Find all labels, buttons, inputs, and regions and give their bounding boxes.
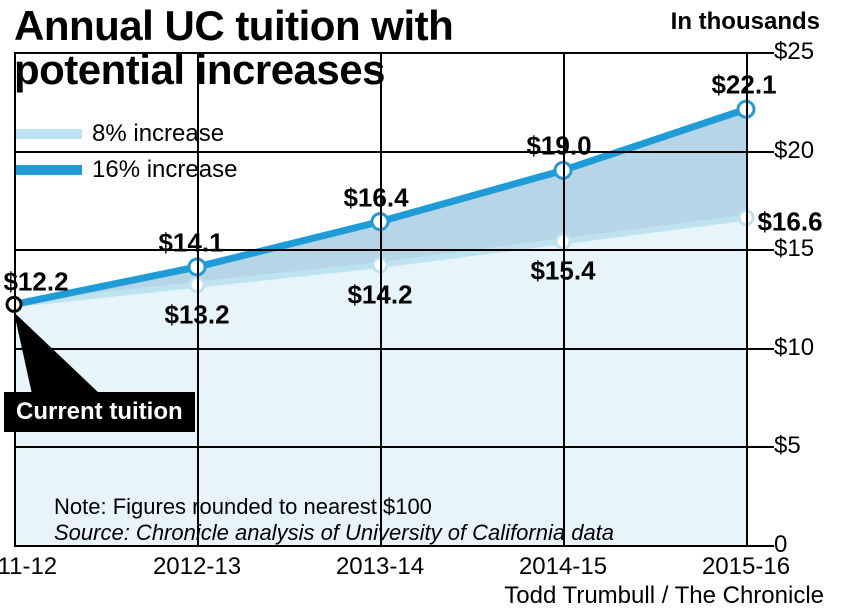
y-tick-label: $25 [774,38,814,66]
gridline-horizontal [14,446,774,448]
gridline-horizontal [14,348,774,350]
credit-text: Todd Trumbull / The Chronicle [504,582,824,610]
data-label-16pct: $16.4 [343,182,408,213]
source-text: Source: Chronicle analysis of University… [54,520,614,546]
gridline-horizontal [14,52,774,54]
current-tuition-callout: Current tuition [4,392,195,432]
y-tick-label: $5 [774,432,801,460]
x-tick-label: 2011-12 [0,553,57,581]
data-label-8pct: $13.2 [164,299,229,330]
data-label-16pct: $22.1 [711,70,776,101]
data-label-8pct: $16.6 [757,206,822,237]
y-tick-label: $20 [774,137,814,165]
data-label-8pct: $12.2 [3,267,68,298]
x-tick-label: 2014-15 [519,553,607,581]
x-tick-label: 2015-16 [702,553,790,581]
gridline-horizontal [14,249,774,251]
x-tick-label: 2013-14 [336,553,424,581]
data-label-8pct: $15.4 [530,256,595,287]
y-axis-title: In thousands [671,8,820,36]
x-tick-label: 2012-13 [153,553,241,581]
y-tick-label: $10 [774,334,814,362]
gridline-horizontal [14,151,774,153]
data-label-8pct: $14.2 [347,279,412,310]
gridline-vertical [14,52,16,545]
gridline-vertical [746,52,748,545]
gridline-vertical [563,52,565,545]
title-line-1: Annual UC tuition with [14,2,453,49]
data-label-16pct: $19.0 [526,131,591,162]
y-tick-label: $15 [774,235,814,263]
data-label-16pct: $14.1 [158,227,223,258]
note-text: Note: Figures rounded to nearest $100 [54,494,432,520]
